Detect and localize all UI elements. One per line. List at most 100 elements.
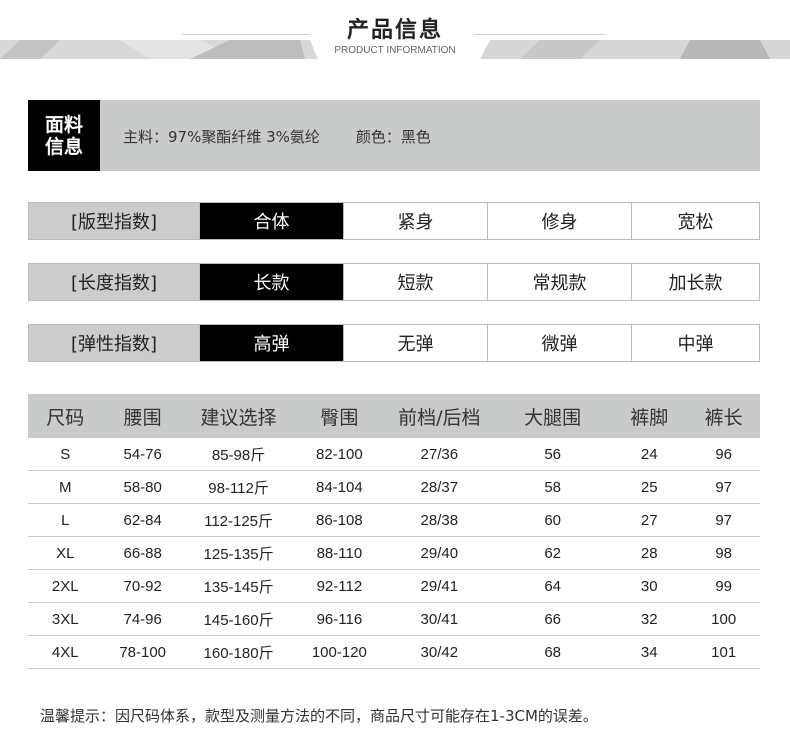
table-cell: 145-160斤 [182, 602, 295, 636]
table-row: 2XL 70-92 135-145斤 92-112 29/41 64 30 99 [28, 569, 760, 603]
table-cell: 29/40 [384, 536, 495, 570]
table-cell: 58-80 [102, 470, 183, 504]
table-cell: 25 [611, 470, 688, 504]
table-cell: 96 [687, 438, 760, 471]
table-row: XL 66-88 125-135斤 88-110 29/40 62 28 98 [28, 536, 760, 570]
table-cell: 2XL [28, 569, 103, 603]
table-cell: 30/42 [384, 635, 495, 669]
table-cell: S [28, 438, 103, 471]
table-cell: 70-92 [102, 569, 183, 603]
index-option: 宽松 [631, 203, 759, 239]
index-option: 常规款 [487, 264, 631, 300]
table-cell: 85-98斤 [182, 438, 295, 471]
table-cell: 82-100 [294, 438, 385, 471]
fabric-info: 面料 信息 主料：97%聚酯纤维 3%氨纶 颜色：黑色 [28, 100, 760, 171]
size-table: 尺码 腰围 建议选择 臀围 前档/后档 大腿围 裤脚 裤长 S 54-76 85-98斤 82-10… [28, 394, 760, 669]
table-cell: 66-88 [102, 536, 183, 570]
table-cell: 58 [494, 470, 612, 504]
table-cell: 98 [687, 536, 760, 570]
index-option: 合体 [199, 203, 343, 239]
index-row: [版型指数] 合体 紧身 修身 宽松 [28, 202, 760, 240]
table-cell: 125-135斤 [182, 536, 295, 570]
column-header: 臀围 [294, 394, 385, 438]
table-row: 4XL 78-100 160-180斤 100-120 30/42 68 34 101 [28, 635, 760, 669]
table-cell: 27/36 [384, 438, 495, 471]
table-row: L 62-84 112-125斤 86-108 28/38 60 27 97 [28, 503, 760, 537]
table-cell: 96-116 [294, 602, 385, 636]
table-cell: 99 [687, 569, 760, 603]
column-header: 前档/后档 [384, 394, 495, 438]
column-header: 建议选择 [182, 394, 295, 438]
table-cell: 30 [611, 569, 688, 603]
index-option: 短款 [343, 264, 487, 300]
table-cell: L [28, 503, 103, 537]
index-option: 中弹 [631, 325, 759, 361]
table-cell: 66 [494, 602, 612, 636]
table-cell: M [28, 470, 103, 504]
divider-right [474, 34, 605, 35]
material-text: 主料：97%聚酯纤维 3%氨纶 [123, 128, 320, 146]
table-cell: 100 [687, 602, 760, 636]
table-cell: 30/41 [384, 602, 495, 636]
table-cell: 3XL [28, 602, 103, 636]
fabric-label-line2: 信息 [44, 135, 83, 158]
table-cell: 97 [687, 470, 760, 504]
page-title: 产品信息 [346, 18, 443, 43]
table-cell: 100-120 [294, 635, 385, 669]
table-cell: 34 [611, 635, 688, 669]
table-cell: 78-100 [102, 635, 183, 669]
table-cell: 68 [494, 635, 612, 669]
column-header: 尺码 [28, 394, 103, 438]
index-option: 长款 [199, 264, 343, 300]
index-row: [弹性指数] 高弹 无弹 微弹 中弹 [28, 324, 760, 362]
table-cell: 84-104 [294, 470, 385, 504]
column-header: 裤长 [687, 394, 760, 438]
divider-left [182, 34, 310, 35]
index-option: 无弹 [343, 325, 487, 361]
table-cell: 62 [494, 536, 612, 570]
table-cell: 112-125斤 [182, 503, 295, 537]
table-cell: 97 [687, 503, 760, 537]
table-cell: 135-145斤 [182, 569, 295, 603]
page-subtitle: PRODUCT INFORMATION [334, 45, 456, 56]
table-cell: 24 [611, 438, 688, 471]
color-text: 颜色：黑色 [355, 128, 431, 146]
table-cell: 28 [611, 536, 688, 570]
index-label: [弹性指数] [29, 325, 199, 361]
table-cell: 27 [611, 503, 688, 537]
index-label: [版型指数] [29, 203, 199, 239]
table-cell: 88-110 [294, 536, 385, 570]
column-header: 大腿围 [494, 394, 612, 438]
table-row: M 58-80 98-112斤 84-104 28/37 58 25 97 [28, 470, 760, 504]
table-cell: 60 [494, 503, 612, 537]
table-row: 3XL 74-96 145-160斤 96-116 30/41 66 32 100 [28, 602, 760, 636]
index-option: 修身 [487, 203, 631, 239]
table-cell: 32 [611, 602, 688, 636]
size-note: 温馨提示：因尺码体系，款型及测量方法的不同，商品尺寸可能存在1-3CM的误差。 [40, 707, 598, 725]
index-label: [长度指数] [29, 264, 199, 300]
index-option: 紧身 [343, 203, 487, 239]
table-cell: 160-180斤 [182, 635, 295, 669]
fabric-label-line1: 面料 [44, 113, 83, 136]
table-cell: 62-84 [102, 503, 183, 537]
table-cell: 64 [494, 569, 612, 603]
table-cell: 101 [687, 635, 760, 669]
column-header: 腰围 [102, 394, 183, 438]
table-cell: XL [28, 536, 103, 570]
table-cell: 28/37 [384, 470, 495, 504]
table-cell: 86-108 [294, 503, 385, 537]
fabric-label: 面料 信息 [28, 100, 100, 171]
decorative-band [0, 40, 790, 59]
table-cell: 74-96 [102, 602, 183, 636]
index-row: [长度指数] 长款 短款 常规款 加长款 [28, 263, 760, 301]
table-cell: 92-112 [294, 569, 385, 603]
table-cell: 28/38 [384, 503, 495, 537]
table-cell: 29/41 [384, 569, 495, 603]
table-cell: 56 [494, 438, 612, 471]
index-option: 高弹 [199, 325, 343, 361]
table-cell: 54-76 [102, 438, 183, 471]
table-cell: 98-112斤 [182, 470, 295, 504]
table-cell: 4XL [28, 635, 103, 669]
index-option: 加长款 [631, 264, 759, 300]
